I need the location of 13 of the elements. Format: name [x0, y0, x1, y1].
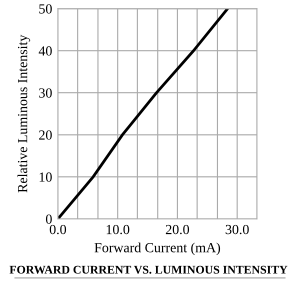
y-tick-label: 0: [46, 214, 52, 224]
x-tick-label: 10.0: [106, 224, 130, 234]
y-tick-label: 40: [38, 46, 52, 56]
y-tick-label: 10: [40, 172, 52, 182]
x-tick-label: 0.0: [50, 224, 66, 234]
text: FORWARD CURRENT VS. LUMINOUS INTENSITY: [10, 266, 288, 274]
y-axis-title: Relative Luminous Intensity: [18, 34, 30, 192]
x-axis-title: Forward Current (mA): [94, 242, 220, 256]
y-tick-label: 30: [39, 88, 52, 98]
y-tick-label: 20: [39, 130, 52, 140]
x-tick-label: 30.0: [226, 224, 249, 234]
x-tick-label: 20.0: [166, 224, 190, 234]
y-tick-label: 50: [39, 4, 52, 14]
